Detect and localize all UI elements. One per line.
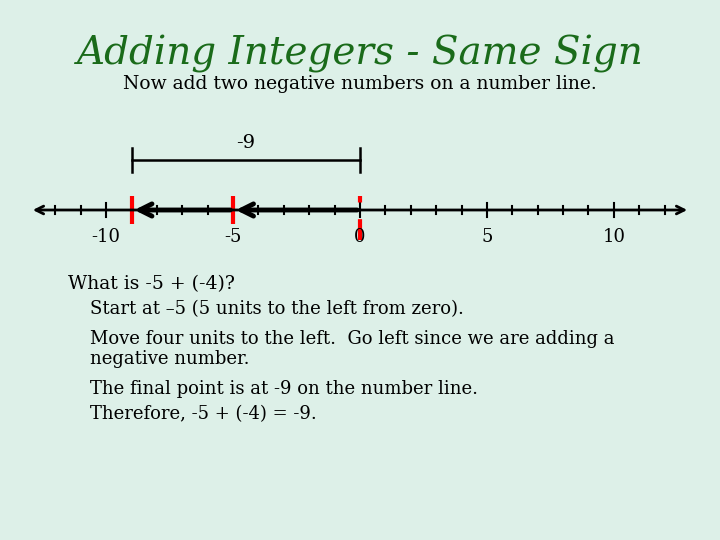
Text: The final point is at -9 on the number line.: The final point is at -9 on the number l…: [90, 380, 478, 398]
Text: Move four units to the left.  Go left since we are adding a: Move four units to the left. Go left sin…: [90, 330, 614, 348]
Text: Start at –5 (5 units to the left from zero).: Start at –5 (5 units to the left from ze…: [90, 300, 464, 318]
Text: 0: 0: [354, 228, 366, 246]
Text: -9: -9: [236, 134, 256, 152]
Text: 10: 10: [603, 228, 626, 246]
Text: -10: -10: [91, 228, 121, 246]
Text: negative number.: negative number.: [90, 350, 250, 368]
Text: -5: -5: [225, 228, 242, 246]
Text: Therefore, -5 + (-4) = -9.: Therefore, -5 + (-4) = -9.: [90, 405, 317, 423]
Text: Adding Integers - Same Sign: Adding Integers - Same Sign: [76, 35, 644, 73]
Text: 5: 5: [481, 228, 492, 246]
Text: Now add two negative numbers on a number line.: Now add two negative numbers on a number…: [123, 75, 597, 93]
Text: What is -5 + (-4)?: What is -5 + (-4)?: [68, 275, 235, 293]
